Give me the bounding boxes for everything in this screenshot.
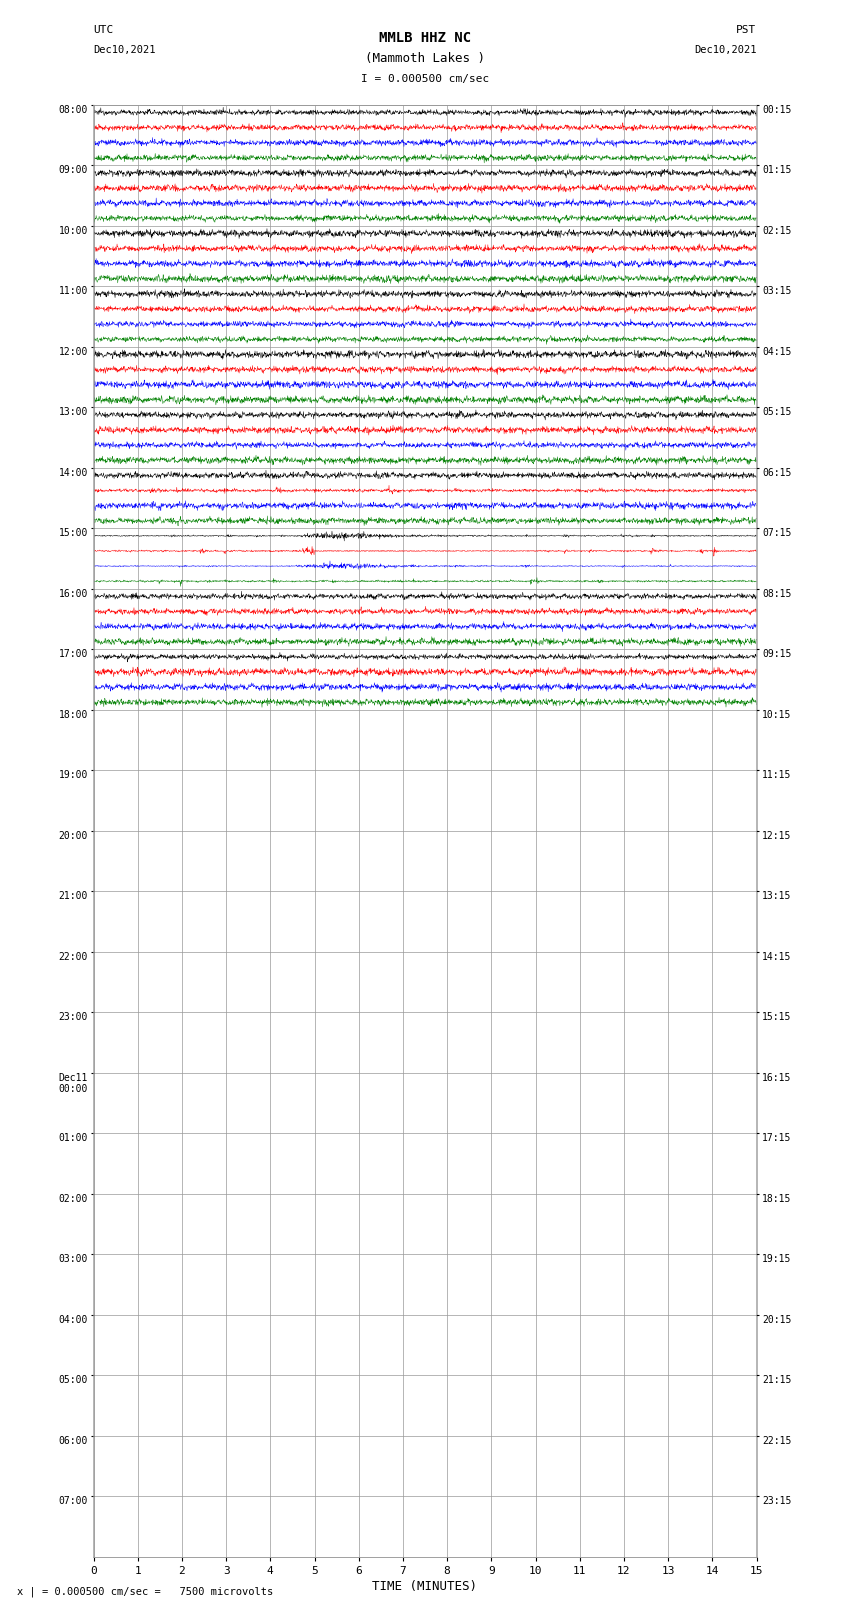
- Text: UTC: UTC: [94, 26, 114, 35]
- Text: I = 0.000500 cm/sec: I = 0.000500 cm/sec: [361, 74, 489, 84]
- Text: (Mammoth Lakes ): (Mammoth Lakes ): [365, 52, 485, 65]
- Text: PST: PST: [736, 26, 756, 35]
- Text: Dec10,2021: Dec10,2021: [694, 45, 756, 55]
- Text: MMLB HHZ NC: MMLB HHZ NC: [379, 31, 471, 45]
- Text: x | = 0.000500 cm/sec =   7500 microvolts: x | = 0.000500 cm/sec = 7500 microvolts: [17, 1586, 273, 1597]
- Text: Dec10,2021: Dec10,2021: [94, 45, 156, 55]
- X-axis label: TIME (MINUTES): TIME (MINUTES): [372, 1579, 478, 1592]
